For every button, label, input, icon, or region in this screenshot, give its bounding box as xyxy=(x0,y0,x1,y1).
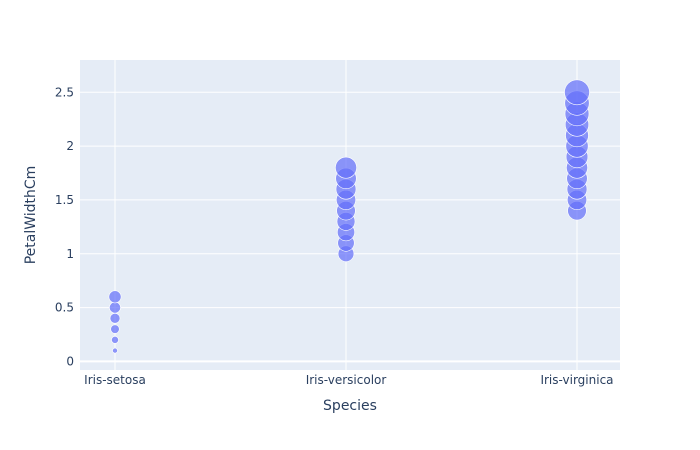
data-markers xyxy=(108,79,590,354)
y-tick-label: 2.5 xyxy=(55,85,74,99)
scatter-point[interactable] xyxy=(109,301,121,314)
scatter-point[interactable] xyxy=(335,156,357,179)
x-tick-label: Iris-setosa xyxy=(84,373,146,387)
scatter-point[interactable] xyxy=(112,347,118,354)
scatter-point[interactable] xyxy=(111,336,119,344)
scatter-point[interactable] xyxy=(109,313,121,324)
x-tick-label: Iris-virginica xyxy=(540,373,613,387)
y-axis-title: PetalWidthCm xyxy=(23,166,39,265)
scatter-point[interactable] xyxy=(564,79,590,106)
x-axis-title: Species xyxy=(323,398,377,414)
y-tick-label: 1.5 xyxy=(55,193,74,207)
y-axis-ticks: 0 0.5 1 1.5 2 2.5 xyxy=(55,85,74,368)
x-tick-label: Iris-versicolor xyxy=(306,373,387,387)
y-tick-label: 0.5 xyxy=(55,301,74,315)
y-tick-label: 0 xyxy=(66,354,74,368)
y-tick-label: 1 xyxy=(66,247,74,261)
scatter-point[interactable] xyxy=(110,324,120,334)
x-axis-ticks: Iris-setosa Iris-versicolor Iris-virginica xyxy=(84,373,613,387)
y-tick-label: 2 xyxy=(66,139,74,153)
scatter-point[interactable] xyxy=(108,290,122,304)
